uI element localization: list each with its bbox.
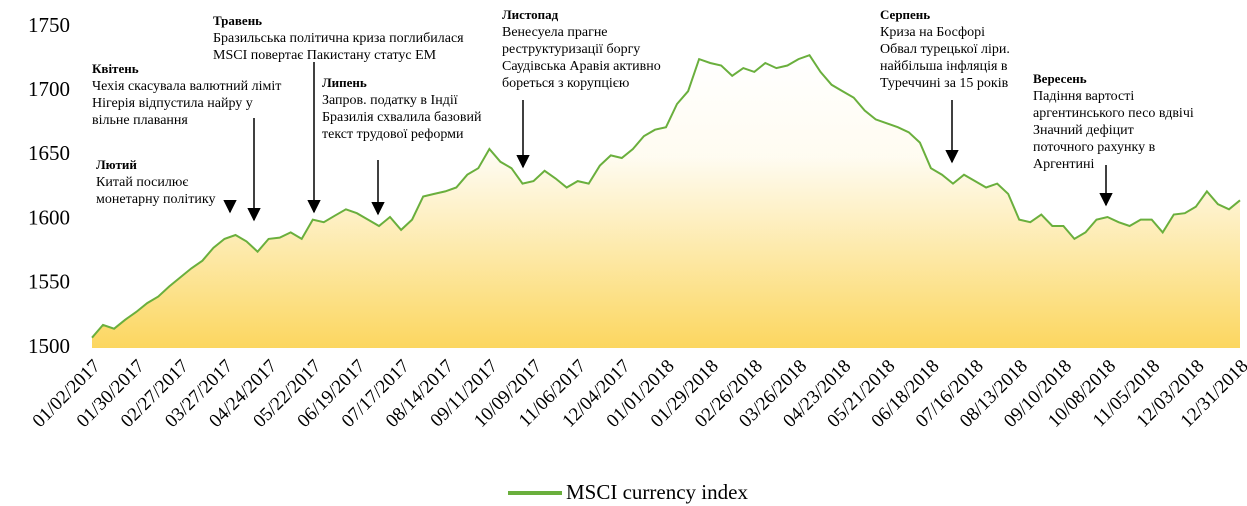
annotation-text: Аргентині	[1033, 157, 1094, 172]
annotation-text: Саудівська Аравія активно	[502, 59, 661, 74]
annotation: Серпень Криза на Босфорі Обвал турецької л…	[880, 7, 1010, 164]
annotation-text: Криза на Босфорі	[880, 25, 985, 40]
annotation: Липень Запров. податку в Індії Бразилія сх…	[322, 75, 482, 216]
legend-label: MSCI currency index	[566, 480, 748, 504]
annotation-title: Лютий	[96, 157, 137, 172]
annotation-text: бореться з корупцією	[502, 76, 629, 91]
y-tick-label: 1600	[28, 205, 70, 229]
y-tick-label: 1550	[28, 270, 70, 294]
annotation-text: Венесуела прагне	[502, 25, 608, 40]
annotation-text: Бразильська політична криза поглибилася	[213, 31, 464, 46]
annotation-text: реструктуризації боргу	[502, 42, 640, 57]
annotation-text: монетарну політику	[96, 192, 215, 207]
annotation-title: Липень	[322, 75, 367, 90]
annotation-text: аргентинського песо вдвічі	[1033, 106, 1194, 121]
annotation-text: найбільша інфляція в	[880, 59, 1008, 74]
annotation-title: Квітень	[92, 61, 139, 76]
annotation-text: Китай посилює	[96, 175, 188, 190]
annotation: Лютий Китай посилює монетарну політику	[96, 157, 237, 214]
annotation-text: Падіння вартості	[1033, 89, 1134, 104]
line	[91, 53, 1241, 339]
annotation-text: Туреччині за 15 років	[880, 76, 1009, 91]
annotation-text: поточного рахунку в	[1033, 140, 1156, 155]
annotation-text: вільне плавання	[92, 113, 188, 128]
annotation-title: Листопад	[502, 7, 559, 22]
annotation: Вересень Падіння вартості аргентинського п…	[1033, 71, 1194, 207]
annotation-text: Запров. податку в Індії	[322, 93, 458, 108]
annotation-title: Вересень	[1033, 71, 1087, 86]
annotation-text: Обвал турецької ліри.	[880, 42, 1010, 57]
y-tick-label: 1750	[28, 13, 70, 37]
annotation: Травень Бразильська політична криза погли…	[213, 13, 464, 214]
y-tick-label: 1500	[28, 334, 70, 358]
annotation-text: Бразилія схвалила базовий	[322, 110, 482, 125]
annotation-title: Травень	[213, 13, 262, 28]
annotation-text: Значний дефіцит	[1033, 123, 1134, 138]
annotation-text: Чехія скасувала валютний ліміт	[92, 79, 281, 94]
annotation-text: MSCI повертає Пакистану статус EM	[213, 48, 437, 63]
area	[92, 55, 1240, 348]
annotation: Квітень Чехія скасувала валютний ліміт Ніг…	[92, 61, 281, 222]
y-tick-label: 1700	[28, 77, 70, 101]
annotation-title: Серпень	[880, 7, 930, 22]
annotation-text: Нігерія відпустила найру у	[92, 96, 253, 111]
y-tick-label: 1650	[28, 141, 70, 165]
annotation-text: текст трудової реформи	[322, 127, 464, 142]
annotation: Листопад Венесуела прагне реструктуризації…	[502, 7, 661, 169]
